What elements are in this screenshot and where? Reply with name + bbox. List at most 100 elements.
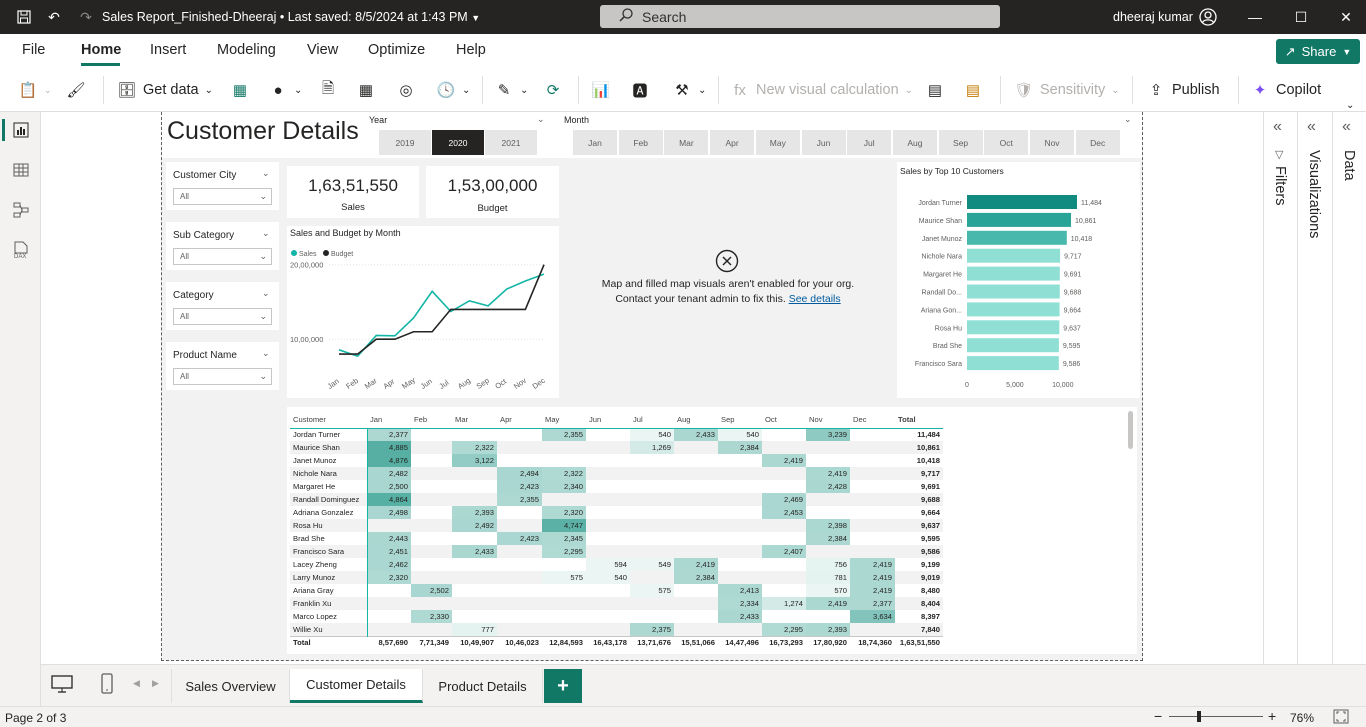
publish-button[interactable]: ⇪ Publish (1146, 79, 1220, 101)
month-oct[interactable]: Oct (984, 130, 1029, 155)
expand-pane-icon[interactable]: « (1273, 118, 1282, 135)
table-row[interactable]: Rosa Hu 2,492 4,747 2,398 9,637 (290, 519, 943, 532)
scroll-right-icon[interactable]: ▶ (152, 678, 159, 688)
column-header[interactable]: Oct (762, 411, 806, 429)
table-row[interactable]: Ariana Gray 2,502 575 2,413 570 2,419 8,480 (290, 584, 943, 597)
column-header[interactable]: Jun (586, 411, 630, 429)
bar[interactable] (967, 320, 1060, 335)
menu-modeling[interactable]: Modeling (217, 42, 276, 58)
scroll-left-icon[interactable]: ◀ (133, 678, 140, 688)
fit-to-page-icon[interactable] (1333, 709, 1349, 727)
desktop-layout-icon[interactable] (51, 674, 73, 697)
dataverse-button[interactable]: ◎ (396, 79, 416, 101)
bar[interactable] (967, 195, 1077, 209)
month-aug[interactable]: Aug (892, 130, 937, 155)
bar[interactable] (967, 248, 1061, 263)
maximize-icon[interactable]: ☐ (1294, 9, 1308, 25)
month-sep[interactable]: Sep (938, 130, 983, 155)
month-jun[interactable]: Jun (801, 130, 846, 155)
tab-sales-overview[interactable]: Sales Overview (171, 669, 290, 703)
menu-insert[interactable]: Insert (150, 42, 187, 58)
save-icon[interactable] (14, 7, 34, 27)
account-icon[interactable] (1198, 7, 1218, 27)
column-header[interactable]: Apr (497, 411, 542, 429)
model-view-icon[interactable] (10, 199, 32, 221)
share-button[interactable]: ↗ Share ▼ (1276, 39, 1360, 64)
user-name[interactable]: dheeraj kumar (1113, 10, 1193, 24)
menu-view[interactable]: View (307, 42, 339, 58)
quick-measure-button[interactable]: ▤ (963, 79, 983, 101)
add-page-button[interactable]: + (544, 669, 582, 703)
dax-query-view-icon[interactable]: DAX (10, 239, 32, 261)
enter-data-button[interactable]: ▦ (356, 79, 376, 101)
chevron-down-icon[interactable]: ⌄ (262, 348, 270, 358)
month-apr[interactable]: Apr (710, 130, 755, 155)
chevron-down-icon[interactable]: ⌄ (262, 288, 270, 298)
format-painter-button[interactable]: 🖌 (66, 79, 86, 101)
table-row[interactable]: Randall Dominguez 4,864 2,355 2,469 9,688 (290, 493, 943, 506)
chevron-down-icon[interactable]: ⌄ (262, 168, 270, 178)
table-row[interactable]: Francisco Sara 2,451 2,433 2,295 2,407 9,586 (290, 545, 943, 558)
tab-customer-details[interactable]: Customer Details (290, 669, 423, 703)
zoom-slider-track[interactable] (1169, 716, 1263, 717)
table-row[interactable]: Adriana Gonzalez 2,498 2,393 2,320 2,453 9,66… (290, 506, 943, 519)
column-header[interactable]: Mar (452, 411, 497, 429)
column-header[interactable]: Dec (850, 411, 895, 429)
matrix-scrollbar[interactable] (1128, 411, 1133, 449)
copilot-button[interactable]: ✦ Copilot (1250, 79, 1321, 101)
document-title[interactable]: Sales Report_Finished-Dheeraj • Last sav… (102, 10, 480, 24)
table-row[interactable]: Maurice Shan 4,885 2,322 1,269 2,384 10,861 (290, 441, 943, 454)
get-data-button[interactable]: 🗄 Get data ⌄ (117, 79, 213, 101)
new-measure-button[interactable]: ▤ (925, 79, 945, 101)
table-row[interactable]: Franklin Xu 2,334 1,274 2,419 2,377 8,404 (290, 597, 943, 610)
bar[interactable] (967, 266, 1060, 281)
new-visual-button[interactable]: 📊 (591, 79, 611, 101)
chevron-down-icon[interactable]: ⌄ (537, 114, 545, 124)
menu-home[interactable]: Home (81, 42, 122, 58)
zoom-out-button[interactable]: − (1154, 708, 1163, 724)
sub-category-dropdown[interactable]: All ⌄ (173, 248, 272, 265)
menu-optimize[interactable]: Optimize (368, 42, 426, 58)
table-row[interactable]: Margaret He 2,500 2,423 2,340 2,428 9,691 (290, 480, 943, 493)
series-line-sales[interactable] (338, 273, 545, 358)
table-row[interactable]: Janet Munoz 4,876 3,122 2,419 10,418 (290, 454, 943, 467)
column-header[interactable]: Jul (630, 411, 674, 429)
zoom-slider-thumb[interactable] (1197, 711, 1201, 722)
close-window-icon[interactable]: ✕ (1340, 9, 1352, 25)
bar[interactable] (967, 356, 1059, 371)
expand-pane-icon[interactable]: « (1307, 118, 1316, 135)
series-line-budget[interactable] (339, 264, 545, 355)
report-view-icon[interactable] (10, 119, 32, 141)
bar[interactable] (967, 284, 1060, 299)
column-header[interactable]: Jan (367, 411, 411, 429)
see-details-link[interactable]: See details (788, 293, 841, 305)
table-row[interactable]: Jordan Turner 2,377 2,355 540 2,433 540 3,239 1… (290, 428, 943, 441)
month-jul[interactable]: Jul (847, 130, 892, 155)
new-visual-calculation-button[interactable]: fx New visual calculation ⌄ (730, 79, 913, 101)
expand-pane-icon[interactable]: « (1342, 118, 1351, 135)
excel-button[interactable]: ▦ (230, 79, 250, 101)
more-visuals-button[interactable]: ⚒ ⌄ (672, 79, 706, 101)
chevron-down-icon[interactable]: ⌄ (262, 228, 270, 238)
mobile-layout-icon[interactable] (100, 673, 114, 698)
bar[interactable] (967, 212, 1072, 227)
category-dropdown[interactable]: All ⌄ (173, 308, 272, 325)
data-pane-collapsed[interactable]: « Data (1332, 112, 1366, 664)
search-box[interactable]: Search (600, 5, 1000, 28)
table-view-icon[interactable] (10, 159, 32, 181)
filters-pane-collapsed[interactable]: « ▽ Filters (1263, 112, 1297, 664)
column-header[interactable]: Customer (290, 411, 367, 429)
year-2019[interactable]: 2019 (379, 130, 431, 155)
menu-file[interactable]: File (22, 42, 46, 58)
month-mar[interactable]: Mar (664, 130, 709, 155)
sensitivity-button[interactable]: 🛡 Sensitivity ⌄ (1014, 79, 1119, 101)
table-row[interactable]: Marco Lopez 2,330 2,433 3,634 8,397 (290, 610, 943, 623)
table-row[interactable]: Brad She 2,443 2,423 2,345 2,384 9,595 (290, 532, 943, 545)
redo-icon[interactable]: ↷ (80, 8, 92, 25)
top-customers-bar-chart[interactable]: Sales by Top 10 Customers Jordan Turner 1… (897, 162, 1140, 398)
column-header[interactable]: May (542, 411, 586, 429)
tab-product-details[interactable]: Product Details (423, 669, 543, 703)
month-feb[interactable]: Feb (618, 130, 663, 155)
sql-server-button[interactable]: 🗎 (318, 79, 338, 101)
bar[interactable] (967, 230, 1067, 245)
